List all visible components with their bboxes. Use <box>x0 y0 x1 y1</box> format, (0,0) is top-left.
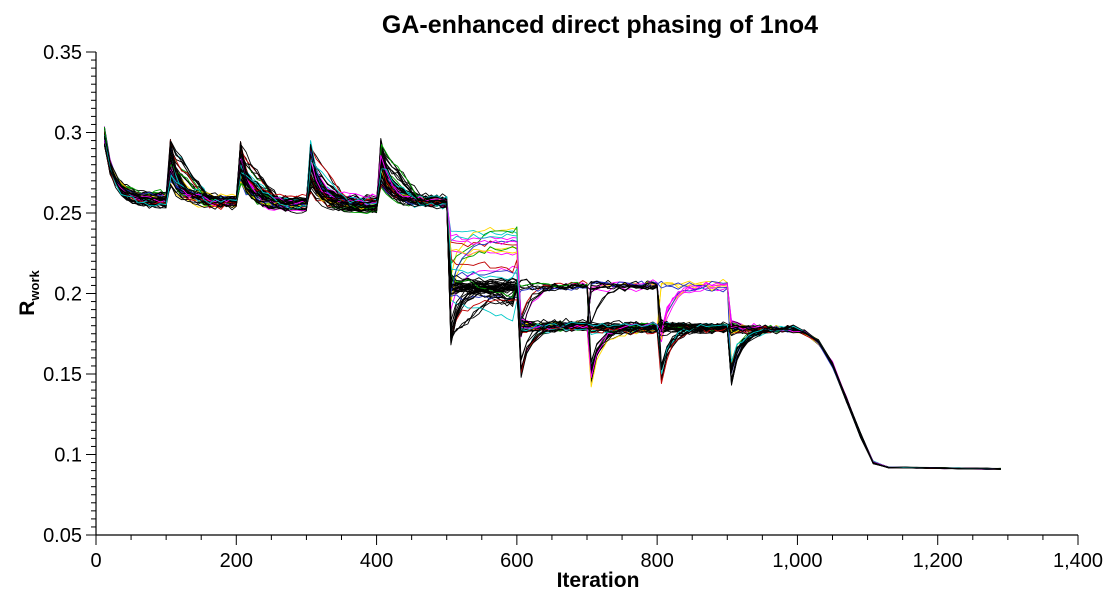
x-tick-label: 1,400 <box>1053 550 1103 572</box>
y-tick-label: 0.2 <box>54 284 82 306</box>
x-tick-label: 0 <box>90 550 101 572</box>
y-tick-label: 0.05 <box>43 525 82 547</box>
chart-title: GA-enhanced direct phasing of 1no4 <box>382 11 818 39</box>
x-tick-label: 400 <box>360 550 393 572</box>
x-axis-label: Iteration <box>557 569 640 592</box>
y-tick-label: 0.15 <box>43 364 82 386</box>
series-line <box>103 135 1001 470</box>
x-tick-label: 1,200 <box>913 550 963 572</box>
x-tick-label: 200 <box>220 550 253 572</box>
x-tick-label: 600 <box>500 550 533 572</box>
y-tick-label: 0.1 <box>54 445 82 467</box>
x-tick-label: 1,000 <box>772 550 822 572</box>
y-tick-label: 0.35 <box>43 42 82 64</box>
axis-ticks: 0 200 400 600 800 1,000 1,200 1,400 0.05 0.1 0.15 0… <box>43 42 1103 572</box>
y-axis-label: Rwork <box>16 269 42 315</box>
plot-area <box>103 126 1001 470</box>
y-axis-label-subscript: work <box>27 269 42 301</box>
y-axis-label-main: R <box>16 301 39 316</box>
series-line <box>103 134 1001 470</box>
y-tick-label: 0.3 <box>54 123 82 145</box>
y-tick-label: 0.25 <box>43 203 82 225</box>
x-tick-label: 800 <box>640 550 673 572</box>
series-line <box>103 135 1001 470</box>
series-line <box>103 140 1001 470</box>
